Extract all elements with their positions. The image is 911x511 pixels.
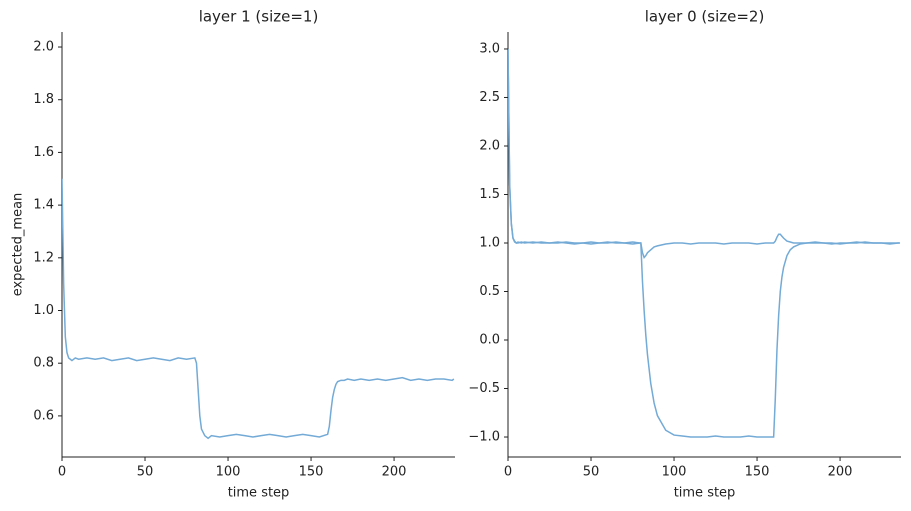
x-axis-label: time step <box>674 486 736 501</box>
y-axis-label: expected_mean <box>11 193 26 297</box>
x-tick-label: 0 <box>504 465 512 480</box>
x-axis-label: time step <box>228 486 290 501</box>
x-tick-label: 150 <box>299 465 324 480</box>
x-tick-label: 100 <box>216 465 241 480</box>
x-tick-label: 100 <box>662 465 687 480</box>
x-tick-label: 50 <box>137 465 154 480</box>
chart-title: layer 0 (size=2) <box>645 8 765 26</box>
y-tick-label: −0.5 <box>468 381 500 396</box>
y-tick-label: 1.5 <box>479 187 500 202</box>
y-tick-label: 0.0 <box>479 333 500 348</box>
y-tick-label: 1.0 <box>479 235 500 250</box>
y-tick-label: 3.0 <box>479 41 500 56</box>
y-tick-label: 0.5 <box>479 284 500 299</box>
y-tick-label: 0.8 <box>33 356 54 371</box>
y-tick-label: 1.0 <box>33 303 54 318</box>
y-tick-label: 1.8 <box>33 92 54 107</box>
y-tick-label: −1.0 <box>468 430 500 445</box>
data-line <box>508 48 900 438</box>
chart-title: layer 1 (size=1) <box>199 8 319 26</box>
data-line <box>62 178 455 440</box>
y-tick-label: 1.2 <box>33 250 54 265</box>
y-tick-label: 1.4 <box>33 198 54 213</box>
x-tick-label: 50 <box>583 465 600 480</box>
y-tick-label: 2.0 <box>33 40 54 55</box>
y-tick-label: 2.0 <box>479 138 500 153</box>
y-tick-label: 0.6 <box>33 408 54 423</box>
y-tick-label: 1.6 <box>33 145 54 160</box>
x-tick-label: 200 <box>828 465 853 480</box>
x-tick-label: 0 <box>58 465 66 480</box>
x-tick-label: 150 <box>745 465 770 480</box>
x-tick-label: 200 <box>382 465 407 480</box>
data-line <box>508 48 900 260</box>
y-tick-label: 2.5 <box>479 90 500 105</box>
